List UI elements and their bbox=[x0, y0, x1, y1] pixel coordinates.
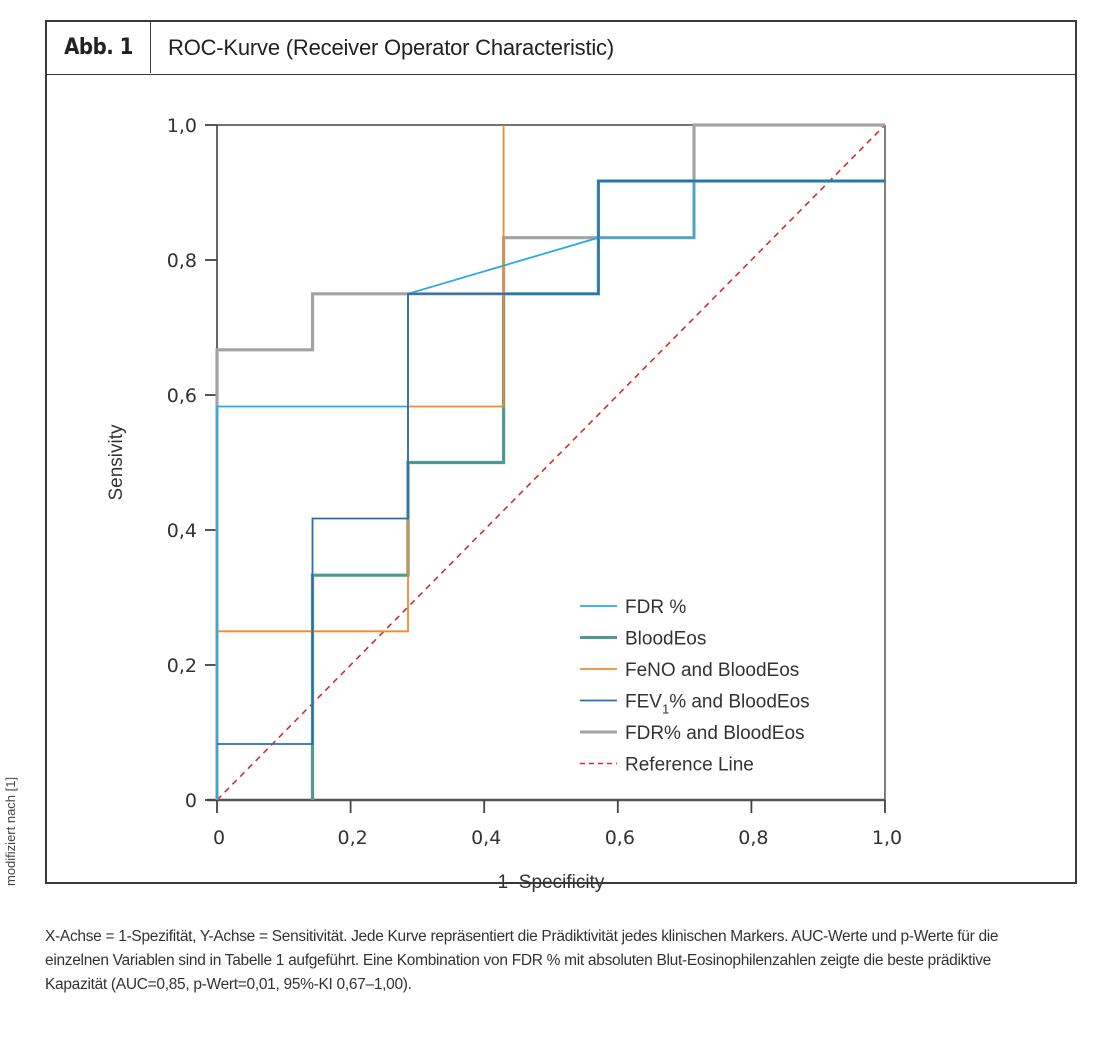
y-tick-label: 0,2 bbox=[167, 655, 197, 677]
y-tick-label: 0,6 bbox=[167, 385, 197, 407]
x-tick-label: 0 bbox=[213, 827, 225, 849]
chart-series bbox=[215, 123, 886, 801]
x-axis-title: 1–Specificity bbox=[498, 872, 605, 893]
x-tick-label: 0,8 bbox=[738, 827, 768, 849]
series-line-reference-line bbox=[216, 124, 886, 801]
legend-label: FDR% and BloodEos bbox=[625, 723, 805, 744]
chart-axes: 0 0,2 0,4 0,6 0,8 1,0 0 0,2 0,4 0,6 0,8 1,0 1–Specif… bbox=[106, 115, 902, 893]
figure-caption: X-Achse = 1-Spezifität, Y-Achse = Sensit… bbox=[45, 928, 999, 993]
roc-chart: 0 0,2 0,4 0,6 0,8 1,0 0 0,2 0,4 0,6 0,8 1,0 1–Specif… bbox=[106, 115, 902, 893]
y-tick-label: 0,4 bbox=[167, 520, 197, 542]
legend-label: FEV1% and BloodEos bbox=[625, 692, 810, 717]
y-axis-title: Sensivity bbox=[106, 424, 127, 501]
figure-title: ROC-Kurve (Receiver Operator Characteris… bbox=[168, 35, 614, 60]
x-tick-label: 0,2 bbox=[337, 827, 367, 849]
x-tick-label: 0,6 bbox=[605, 827, 635, 849]
figure-header: Abb. 1 ROC-Kurve (Receiver Operator Char… bbox=[47, 22, 1075, 75]
legend-label: Reference Line bbox=[625, 755, 754, 776]
series-line-fdr- bbox=[216, 180, 885, 800]
figure-frame: Abb. 1 ROC-Kurve (Receiver Operator Char… bbox=[45, 20, 1077, 884]
chart-legend: FDR % BloodEos FeNO and BloodEos FEV1% and … bbox=[580, 597, 810, 776]
y-tick-label: 1,0 bbox=[167, 115, 197, 137]
series-line-feno-and-bloodeos bbox=[217, 125, 505, 633]
y-tick-label: 0,8 bbox=[167, 250, 197, 272]
series-line-fev1-and-bloodeos bbox=[217, 180, 885, 745]
legend-label: BloodEos bbox=[625, 629, 706, 650]
x-tick-label: 0,4 bbox=[471, 827, 501, 849]
legend-label: FeNO and BloodEos bbox=[625, 660, 799, 681]
y-tick-label: 0 bbox=[185, 790, 197, 812]
figure-label: Abb. 1 bbox=[47, 22, 151, 73]
x-tick-label: 1,0 bbox=[872, 827, 902, 849]
legend-label: FDR % bbox=[625, 597, 686, 618]
